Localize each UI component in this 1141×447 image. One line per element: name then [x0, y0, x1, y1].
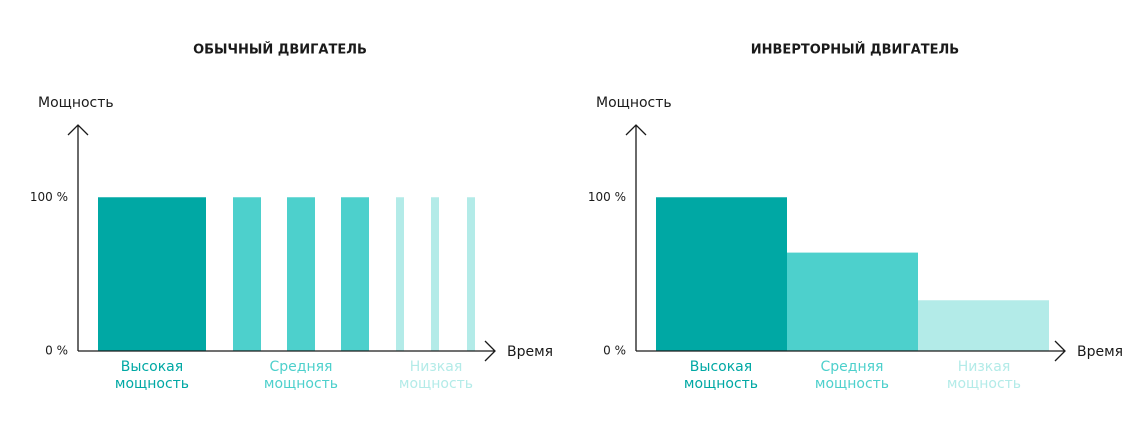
bar	[918, 300, 1049, 351]
x-axis-label: Время	[1077, 344, 1123, 360]
y-axis	[625, 124, 647, 351]
y-tick-label: 0 %	[45, 344, 68, 358]
category-label: Высокая мощность	[683, 359, 759, 392]
category-label: Средняя мощность	[263, 359, 339, 392]
bar	[233, 197, 261, 351]
bar	[787, 252, 918, 351]
x-axis	[78, 340, 496, 362]
y-axis-label: Мощность	[38, 95, 114, 111]
category-label: Низкая мощность	[398, 359, 474, 392]
y-tick-label: 100 %	[588, 190, 626, 204]
category-label: Средняя мощность	[814, 359, 890, 392]
y-axis-label: Мощность	[596, 95, 672, 111]
bar	[98, 197, 206, 351]
chart-title: ИНВЕРТОРНЫЙ ДВИГАТЕЛЬ	[751, 42, 959, 58]
bar	[287, 197, 315, 351]
x-axis-label: Время	[507, 344, 553, 360]
bar	[341, 197, 369, 351]
category-label: Низкая мощность	[946, 359, 1022, 392]
bar	[396, 197, 404, 351]
chart-title: ОБЫЧНЫЙ ДВИГАТЕЛЬ	[193, 42, 367, 58]
y-tick-label: 0 %	[603, 344, 626, 358]
bar	[467, 197, 475, 351]
category-label: Высокая мощность	[114, 359, 190, 392]
y-tick-label: 100 %	[30, 190, 68, 204]
bar	[431, 197, 439, 351]
y-axis	[67, 124, 89, 351]
bar	[656, 197, 787, 351]
x-axis	[636, 340, 1066, 362]
